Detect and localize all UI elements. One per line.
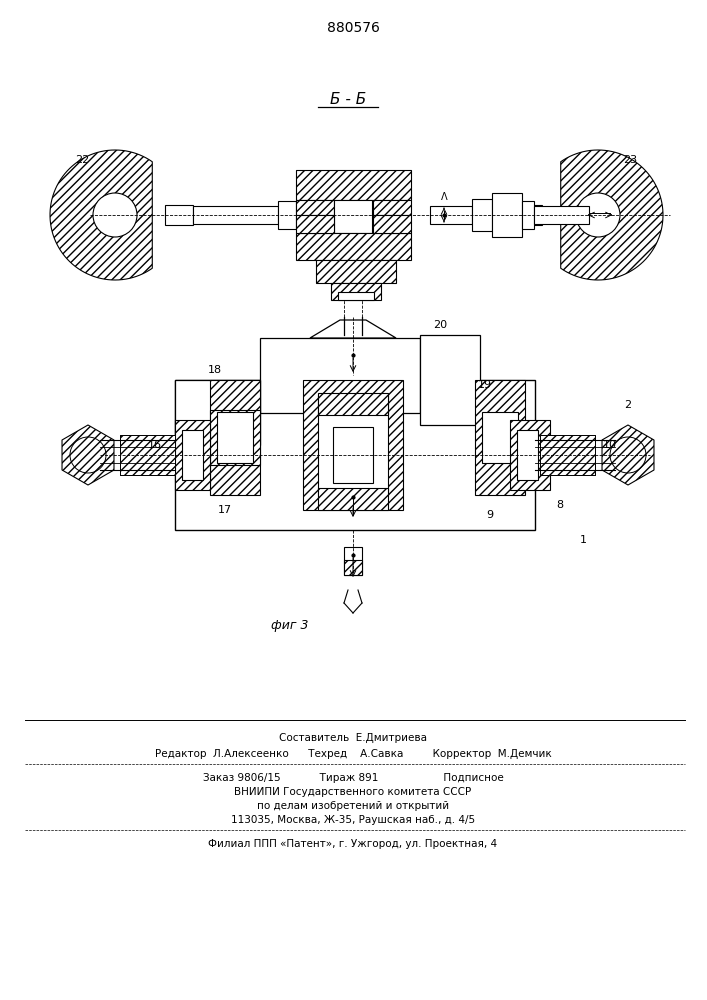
Circle shape — [93, 193, 137, 237]
Bar — [210, 380, 260, 495]
Bar — [492, 193, 522, 237]
Bar — [472, 199, 492, 231]
Text: Составитель  Е.Дмитриева: Составитель Е.Дмитриева — [279, 733, 427, 743]
Text: 1: 1 — [580, 535, 587, 545]
Text: 17: 17 — [218, 505, 232, 515]
Bar — [182, 430, 203, 480]
Bar — [175, 380, 535, 530]
Bar — [540, 435, 595, 475]
Bar — [175, 420, 210, 490]
Bar — [318, 488, 388, 510]
Polygon shape — [50, 150, 152, 280]
Bar — [334, 200, 372, 233]
Bar — [296, 200, 334, 215]
Text: по делам изобретений и открытий: по делам изобретений и открытий — [257, 801, 449, 811]
Bar — [296, 215, 334, 233]
Text: Редактор  Л.Алексеенко      Техред    А.Савка         Корректор  М.Демчик: Редактор Л.Алексеенко Техред А.Савка Кор… — [155, 749, 551, 759]
Text: Λ: Λ — [440, 192, 448, 202]
Bar — [316, 260, 396, 283]
Bar — [373, 215, 411, 233]
Bar — [175, 380, 260, 445]
Text: ВНИИПИ Государственного комитета СССР: ВНИИПИ Государственного комитета СССР — [235, 787, 472, 797]
Bar — [540, 435, 595, 475]
Bar — [318, 395, 388, 495]
Text: 10: 10 — [603, 440, 617, 450]
Bar — [120, 435, 175, 475]
Text: 8: 8 — [556, 500, 563, 510]
Polygon shape — [62, 425, 114, 485]
Bar — [522, 201, 534, 229]
Bar — [296, 170, 411, 200]
Bar — [420, 335, 480, 425]
Bar — [338, 292, 374, 300]
Bar — [318, 393, 388, 415]
Bar — [344, 560, 362, 575]
Text: 19: 19 — [478, 380, 492, 390]
Text: Б - Б: Б - Б — [330, 93, 366, 107]
Bar — [482, 412, 518, 463]
Text: 2: 2 — [624, 400, 631, 410]
Bar — [165, 205, 193, 225]
Text: 9: 9 — [486, 510, 493, 520]
Bar — [475, 380, 525, 495]
Text: 18: 18 — [208, 365, 222, 375]
Text: Филиал ППП «Патент», г. Ужгород, ул. Проектная, 4: Филиал ППП «Патент», г. Ужгород, ул. Про… — [209, 839, 498, 849]
Bar — [333, 427, 373, 483]
Bar — [510, 420, 550, 490]
Polygon shape — [310, 320, 396, 338]
Bar — [260, 338, 420, 413]
Text: 16: 16 — [148, 440, 162, 450]
Text: фиг 3: фиг 3 — [271, 618, 309, 632]
Polygon shape — [561, 150, 663, 280]
Bar — [303, 380, 403, 510]
Text: 23: 23 — [623, 155, 637, 165]
Text: 880576: 880576 — [327, 21, 380, 35]
Circle shape — [576, 193, 620, 237]
Text: 20: 20 — [433, 320, 447, 330]
Polygon shape — [602, 425, 654, 485]
Bar — [430, 206, 472, 224]
Bar — [331, 283, 381, 300]
Text: Заказ 9806/15            Тираж 891                    Подписное: Заказ 9806/15 Тираж 891 Подписное — [203, 773, 503, 783]
Text: 22: 22 — [75, 155, 89, 165]
Bar — [517, 430, 538, 480]
Bar — [278, 201, 296, 229]
Bar — [534, 206, 589, 224]
Bar — [217, 412, 253, 463]
Bar — [514, 205, 542, 225]
Text: 113035, Москва, Ж-35, Раушская наб., д. 4/5: 113035, Москва, Ж-35, Раушская наб., д. … — [231, 815, 475, 825]
Bar — [373, 200, 411, 215]
Bar — [193, 206, 278, 224]
Bar — [344, 547, 362, 575]
Bar — [296, 233, 411, 260]
Bar — [210, 410, 260, 465]
Bar — [120, 435, 175, 475]
